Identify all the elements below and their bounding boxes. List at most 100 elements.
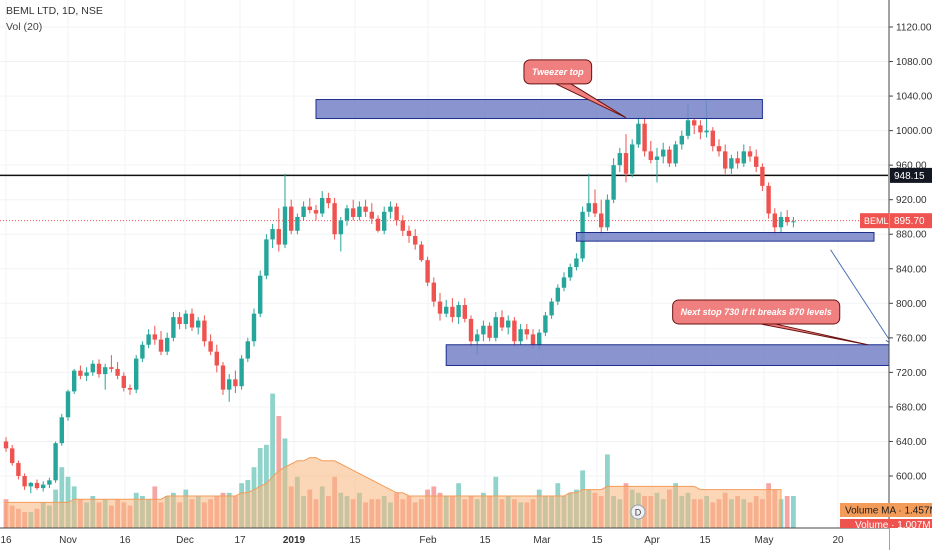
price-tick-label: 880.00 bbox=[896, 230, 927, 241]
time-tick-label: Dec bbox=[176, 535, 194, 546]
candle-body bbox=[72, 370, 77, 392]
candle-body bbox=[134, 358, 139, 390]
candle-body bbox=[487, 325, 492, 338]
candle-body bbox=[220, 365, 226, 390]
tweezer-top-box bbox=[523, 59, 593, 85]
candle-body bbox=[493, 317, 498, 338]
candle-body bbox=[543, 315, 548, 333]
candle-body bbox=[673, 144, 678, 164]
candle-body bbox=[772, 213, 777, 228]
time-tick-label: 15 bbox=[349, 535, 361, 546]
price-axis[interactable]: 600.00 640.00 680.00 720.00 760.00 800.00 840.… bbox=[888, 0, 932, 550]
candle-body bbox=[716, 146, 722, 152]
candle-body bbox=[413, 235, 418, 245]
candle-body bbox=[41, 484, 46, 489]
candle-body bbox=[766, 185, 771, 214]
candle-body bbox=[642, 123, 647, 152]
candle-body bbox=[245, 341, 250, 359]
candle-body bbox=[109, 367, 114, 369]
zones[interactable] bbox=[315, 99, 918, 366]
price-tags: 948.15 BEML 895.70 Volume MA · 1.457M Volume… bbox=[840, 167, 932, 531]
candle-body bbox=[679, 135, 684, 145]
candle-body bbox=[140, 344, 145, 359]
candle-body bbox=[648, 151, 653, 160]
tweezer-top-label: Tweezer top bbox=[532, 67, 584, 77]
candle-body bbox=[723, 151, 728, 169]
candle-body bbox=[549, 301, 554, 316]
candle-body bbox=[555, 287, 560, 302]
candle-body bbox=[289, 206, 294, 231]
candle-body bbox=[747, 151, 753, 157]
price-tick-label: 920.00 bbox=[896, 195, 927, 206]
candle-body bbox=[152, 334, 157, 340]
candle-body bbox=[158, 339, 164, 352]
time-axis[interactable]: 16 Nov 16 Dec 17 2019 15 Feb 15 Mar 15 Apr 15 May 20 bbox=[0, 527, 889, 550]
time-tick-label: 16 bbox=[0, 535, 12, 546]
time-tick-label: 16 bbox=[119, 535, 131, 546]
candle-body bbox=[270, 229, 275, 240]
candle-body bbox=[363, 206, 368, 212]
volume-ma-area bbox=[5, 457, 782, 529]
candle-body bbox=[524, 329, 529, 335]
candle-body bbox=[778, 216, 784, 228]
price-tick-label: 1040.00 bbox=[896, 92, 932, 103]
candle-body bbox=[59, 417, 64, 444]
volume-ma-area-path bbox=[5, 457, 782, 529]
resistance-price-label: 948.15 bbox=[894, 171, 925, 182]
candle-body bbox=[754, 156, 759, 167]
candle-body bbox=[382, 211, 387, 231]
candle-body bbox=[233, 379, 238, 387]
candle-body bbox=[561, 277, 567, 288]
candle-body bbox=[121, 375, 126, 388]
price-tick-label: 600.00 bbox=[896, 472, 927, 483]
candle-body bbox=[741, 151, 746, 164]
candle-body bbox=[431, 282, 436, 302]
event-marker-label: D bbox=[635, 508, 642, 518]
candle-body bbox=[239, 358, 244, 387]
candle-body bbox=[28, 482, 33, 487]
next-stop-pointer bbox=[750, 321, 868, 346]
candle-body bbox=[276, 229, 281, 245]
target-zone bbox=[445, 344, 918, 366]
time-tick-label: Apr bbox=[644, 535, 660, 546]
candle-body bbox=[90, 363, 95, 373]
candle-body bbox=[258, 275, 263, 314]
candle-body bbox=[735, 158, 740, 164]
candle-body bbox=[692, 120, 697, 126]
candle-body bbox=[388, 206, 393, 212]
candle-body bbox=[115, 368, 120, 376]
candle-body bbox=[196, 320, 201, 328]
resistance-price-tag bbox=[890, 167, 932, 183]
candle-body bbox=[586, 203, 591, 212]
time-tick-label: 20 bbox=[832, 535, 844, 546]
candle-body bbox=[202, 320, 207, 342]
candle-body bbox=[10, 448, 15, 464]
candle-body bbox=[332, 203, 337, 235]
candle-body bbox=[636, 123, 641, 145]
candle-body bbox=[450, 306, 455, 318]
candle-body bbox=[96, 363, 102, 375]
support-zone bbox=[575, 232, 875, 242]
candle-body bbox=[698, 125, 703, 133]
candle-body bbox=[760, 166, 765, 186]
candle-body bbox=[307, 206, 312, 211]
time-tick-label: Nov bbox=[59, 535, 77, 546]
candle-body bbox=[419, 244, 424, 261]
candle-body bbox=[22, 476, 27, 487]
volume-ma-tag bbox=[840, 503, 932, 517]
candle-body bbox=[351, 208, 356, 217]
candle-body bbox=[468, 318, 474, 342]
annotations[interactable]: Tweezer top Next stop 730 if it breaks 87… bbox=[523, 59, 894, 520]
candle-body bbox=[295, 216, 300, 231]
last-price-value-label: 895.70 bbox=[894, 216, 925, 227]
candle-body bbox=[568, 267, 573, 278]
candle-body bbox=[518, 329, 523, 342]
price-tick-label: 1000.00 bbox=[896, 126, 932, 137]
price-tick-label: 1120.00 bbox=[896, 23, 932, 34]
candle-body bbox=[78, 370, 83, 376]
price-lines bbox=[0, 174, 888, 222]
candle-body bbox=[710, 130, 715, 147]
candle-body bbox=[146, 334, 151, 345]
candle-body bbox=[729, 158, 734, 169]
